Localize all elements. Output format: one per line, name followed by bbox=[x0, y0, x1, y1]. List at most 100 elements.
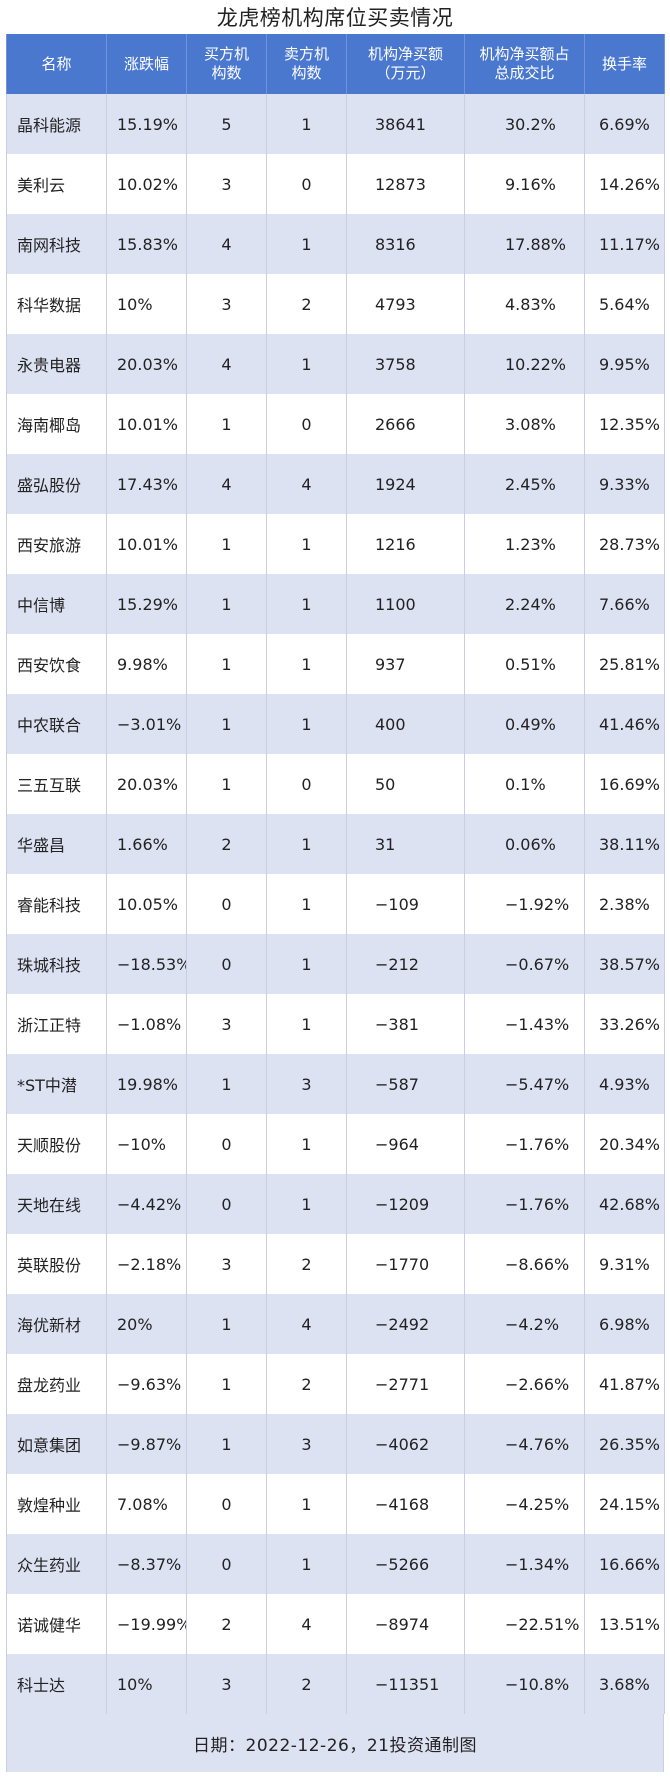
cell-buyer-count: 3 bbox=[186, 1234, 267, 1294]
table-row: 睿能科技 10.05% 0 1 −109 −1.92% 2.38% bbox=[6, 874, 665, 934]
table-row: 众生药业 −8.37% 0 1 −5266 −1.34% 16.66% bbox=[6, 1534, 665, 1594]
table-row: 如意集团 −9.87% 1 3 −4062 −4.76% 26.35% bbox=[6, 1414, 665, 1474]
cell-name: 西安旅游 bbox=[6, 514, 107, 574]
cell-seller-count: 1 bbox=[266, 694, 347, 754]
cell-name: 晶科能源 bbox=[6, 94, 107, 154]
cell-seller-count: 1 bbox=[266, 1534, 347, 1594]
cell-turnover: 7.66% bbox=[584, 574, 665, 634]
cell-change: 20.03% bbox=[106, 754, 187, 814]
cell-seller-count: 1 bbox=[266, 1174, 347, 1234]
cell-turnover: 16.66% bbox=[584, 1534, 665, 1594]
cell-net-buy-ratio: 9.16% bbox=[464, 154, 585, 214]
table-header-row: 名称 涨跌幅 买方机 构数 卖方机 构数 机构净买额 （万元） 机构净买额占 总… bbox=[6, 34, 665, 94]
cell-turnover: 4.93% bbox=[584, 1054, 665, 1114]
cell-net-buy: −587 bbox=[346, 1054, 465, 1114]
cell-net-buy-ratio: 2.24% bbox=[464, 574, 585, 634]
cell-change: −9.63% bbox=[106, 1354, 187, 1414]
cell-net-buy-ratio: −5.47% bbox=[464, 1054, 585, 1114]
cell-turnover: 38.11% bbox=[584, 814, 665, 874]
cell-change: 15.83% bbox=[106, 214, 187, 274]
cell-net-buy-ratio: −8.66% bbox=[464, 1234, 585, 1294]
cell-buyer-count: 1 bbox=[186, 694, 267, 754]
cell-name: 如意集团 bbox=[6, 1414, 107, 1474]
table-row: *ST中潜 19.98% 1 3 −587 −5.47% 4.93% bbox=[6, 1054, 665, 1114]
cell-net-buy-ratio: −2.66% bbox=[464, 1354, 585, 1414]
cell-net-buy: −11351 bbox=[346, 1654, 465, 1714]
cell-net-buy: −8974 bbox=[346, 1594, 465, 1654]
table-row: 中信博 15.29% 1 1 1100 2.24% 7.66% bbox=[6, 574, 665, 634]
cell-net-buy-ratio: 17.88% bbox=[464, 214, 585, 274]
cell-turnover: 38.57% bbox=[584, 934, 665, 994]
cell-seller-count: 1 bbox=[266, 94, 347, 154]
cell-name: 英联股份 bbox=[6, 1234, 107, 1294]
column-header-change: 涨跌幅 bbox=[106, 34, 187, 94]
table-row: 浙江正特 −1.08% 3 1 −381 −1.43% 33.26% bbox=[6, 994, 665, 1054]
cell-name: *ST中潜 bbox=[6, 1054, 107, 1114]
table-row: 南网科技 15.83% 4 1 8316 17.88% 11.17% bbox=[6, 214, 665, 274]
cell-net-buy: 1100 bbox=[346, 574, 465, 634]
cell-change: 10% bbox=[106, 274, 187, 334]
cell-change: −3.01% bbox=[106, 694, 187, 754]
cell-buyer-count: 1 bbox=[186, 754, 267, 814]
cell-seller-count: 2 bbox=[266, 1354, 347, 1414]
cell-seller-count: 0 bbox=[266, 154, 347, 214]
cell-turnover: 5.64% bbox=[584, 274, 665, 334]
table-row: 美利云 10.02% 3 0 12873 9.16% 14.26% bbox=[6, 154, 665, 214]
cell-name: 科华数据 bbox=[6, 274, 107, 334]
cell-seller-count: 4 bbox=[266, 1594, 347, 1654]
cell-turnover: 12.35% bbox=[584, 394, 665, 454]
cell-buyer-count: 2 bbox=[186, 814, 267, 874]
cell-buyer-count: 1 bbox=[186, 394, 267, 454]
cell-change: 10% bbox=[106, 1654, 187, 1714]
cell-name: 天顺股份 bbox=[6, 1114, 107, 1174]
cell-turnover: 14.26% bbox=[584, 154, 665, 214]
cell-buyer-count: 0 bbox=[186, 934, 267, 994]
cell-seller-count: 2 bbox=[266, 1654, 347, 1714]
cell-net-buy-ratio: −4.25% bbox=[464, 1474, 585, 1534]
cell-buyer-count: 1 bbox=[186, 514, 267, 574]
cell-change: 7.08% bbox=[106, 1474, 187, 1534]
cell-name: 天地在线 bbox=[6, 1174, 107, 1234]
table-row: 晶科能源 15.19% 5 1 38641 30.2% 6.69% bbox=[6, 94, 665, 154]
cell-turnover: 13.51% bbox=[584, 1594, 665, 1654]
cell-net-buy-ratio: −0.67% bbox=[464, 934, 585, 994]
cell-net-buy-ratio: 0.49% bbox=[464, 694, 585, 754]
cell-name: 永贵电器 bbox=[6, 334, 107, 394]
cell-net-buy: −2771 bbox=[346, 1354, 465, 1414]
cell-change: 20.03% bbox=[106, 334, 187, 394]
cell-net-buy: 400 bbox=[346, 694, 465, 754]
cell-seller-count: 1 bbox=[266, 514, 347, 574]
cell-seller-count: 4 bbox=[266, 454, 347, 514]
column-header-buyer-count: 买方机 构数 bbox=[186, 34, 267, 94]
table-row: 盘龙药业 −9.63% 1 2 −2771 −2.66% 41.87% bbox=[6, 1354, 665, 1414]
cell-net-buy: −109 bbox=[346, 874, 465, 934]
cell-net-buy-ratio: 0.1% bbox=[464, 754, 585, 814]
cell-turnover: 16.69% bbox=[584, 754, 665, 814]
cell-turnover: 33.26% bbox=[584, 994, 665, 1054]
cell-buyer-count: 1 bbox=[186, 634, 267, 694]
cell-name: 海南椰岛 bbox=[6, 394, 107, 454]
cell-net-buy-ratio: −1.34% bbox=[464, 1534, 585, 1594]
cell-net-buy-ratio: 0.51% bbox=[464, 634, 585, 694]
cell-net-buy: −381 bbox=[346, 994, 465, 1054]
cell-seller-count: 2 bbox=[266, 1234, 347, 1294]
cell-name: 美利云 bbox=[6, 154, 107, 214]
cell-name: 珠城科技 bbox=[6, 934, 107, 994]
cell-buyer-count: 1 bbox=[186, 1294, 267, 1354]
cell-name: 盛弘股份 bbox=[6, 454, 107, 514]
cell-seller-count: 1 bbox=[266, 1114, 347, 1174]
cell-net-buy: 2666 bbox=[346, 394, 465, 454]
cell-net-buy: 50 bbox=[346, 754, 465, 814]
cell-net-buy-ratio: 3.08% bbox=[464, 394, 585, 454]
cell-turnover: 28.73% bbox=[584, 514, 665, 574]
table-row: 三五互联 20.03% 1 0 50 0.1% 16.69% bbox=[6, 754, 665, 814]
cell-turnover: 6.98% bbox=[584, 1294, 665, 1354]
cell-change: 10.02% bbox=[106, 154, 187, 214]
cell-net-buy-ratio: 10.22% bbox=[464, 334, 585, 394]
cell-net-buy: 12873 bbox=[346, 154, 465, 214]
cell-turnover: 3.68% bbox=[584, 1654, 665, 1714]
cell-net-buy-ratio: −10.8% bbox=[464, 1654, 585, 1714]
cell-seller-count: 0 bbox=[266, 394, 347, 454]
column-header-net-buy: 机构净买额 （万元） bbox=[346, 34, 465, 94]
table-row: 敦煌种业 7.08% 0 1 −4168 −4.25% 24.15% bbox=[6, 1474, 665, 1534]
